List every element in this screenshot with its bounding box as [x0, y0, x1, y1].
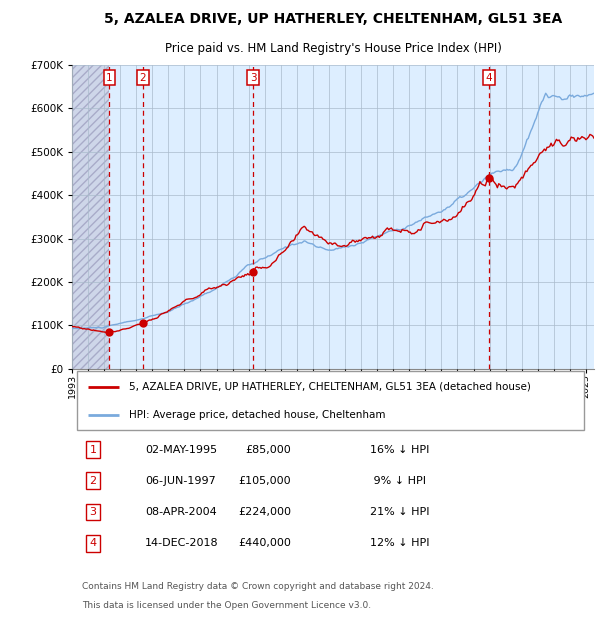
- Text: £85,000: £85,000: [245, 445, 291, 454]
- Text: £440,000: £440,000: [238, 538, 291, 548]
- FancyBboxPatch shape: [77, 371, 584, 430]
- Text: 2: 2: [140, 73, 146, 82]
- Text: 4: 4: [485, 73, 492, 82]
- Text: 12% ↓ HPI: 12% ↓ HPI: [370, 538, 429, 548]
- Text: HPI: Average price, detached house, Cheltenham: HPI: Average price, detached house, Chel…: [130, 410, 386, 420]
- Text: £224,000: £224,000: [238, 507, 291, 517]
- Text: 5, AZALEA DRIVE, UP HATHERLEY, CHELTENHAM, GL51 3EA: 5, AZALEA DRIVE, UP HATHERLEY, CHELTENHA…: [104, 12, 562, 26]
- Bar: [72, 65, 109, 369]
- Text: 21% ↓ HPI: 21% ↓ HPI: [370, 507, 429, 517]
- Text: 1: 1: [89, 445, 97, 454]
- Text: 3: 3: [250, 73, 256, 82]
- Text: This data is licensed under the Open Government Licence v3.0.: This data is licensed under the Open Gov…: [82, 601, 371, 611]
- Text: Contains HM Land Registry data © Crown copyright and database right 2024.: Contains HM Land Registry data © Crown c…: [82, 582, 434, 591]
- Text: 16% ↓ HPI: 16% ↓ HPI: [370, 445, 429, 454]
- Text: 14-DEC-2018: 14-DEC-2018: [145, 538, 219, 548]
- Text: 4: 4: [89, 538, 97, 548]
- Text: £105,000: £105,000: [239, 476, 291, 486]
- Text: 1: 1: [106, 73, 113, 82]
- Text: 3: 3: [89, 507, 97, 517]
- Text: 08-APR-2004: 08-APR-2004: [145, 507, 217, 517]
- Text: 5, AZALEA DRIVE, UP HATHERLEY, CHELTENHAM, GL51 3EA (detached house): 5, AZALEA DRIVE, UP HATHERLEY, CHELTENHA…: [130, 382, 531, 392]
- Text: 06-JUN-1997: 06-JUN-1997: [145, 476, 216, 486]
- Text: 02-MAY-1995: 02-MAY-1995: [145, 445, 217, 454]
- Text: 9% ↓ HPI: 9% ↓ HPI: [370, 476, 425, 486]
- Text: 2: 2: [89, 476, 97, 486]
- Text: Price paid vs. HM Land Registry's House Price Index (HPI): Price paid vs. HM Land Registry's House …: [164, 42, 502, 55]
